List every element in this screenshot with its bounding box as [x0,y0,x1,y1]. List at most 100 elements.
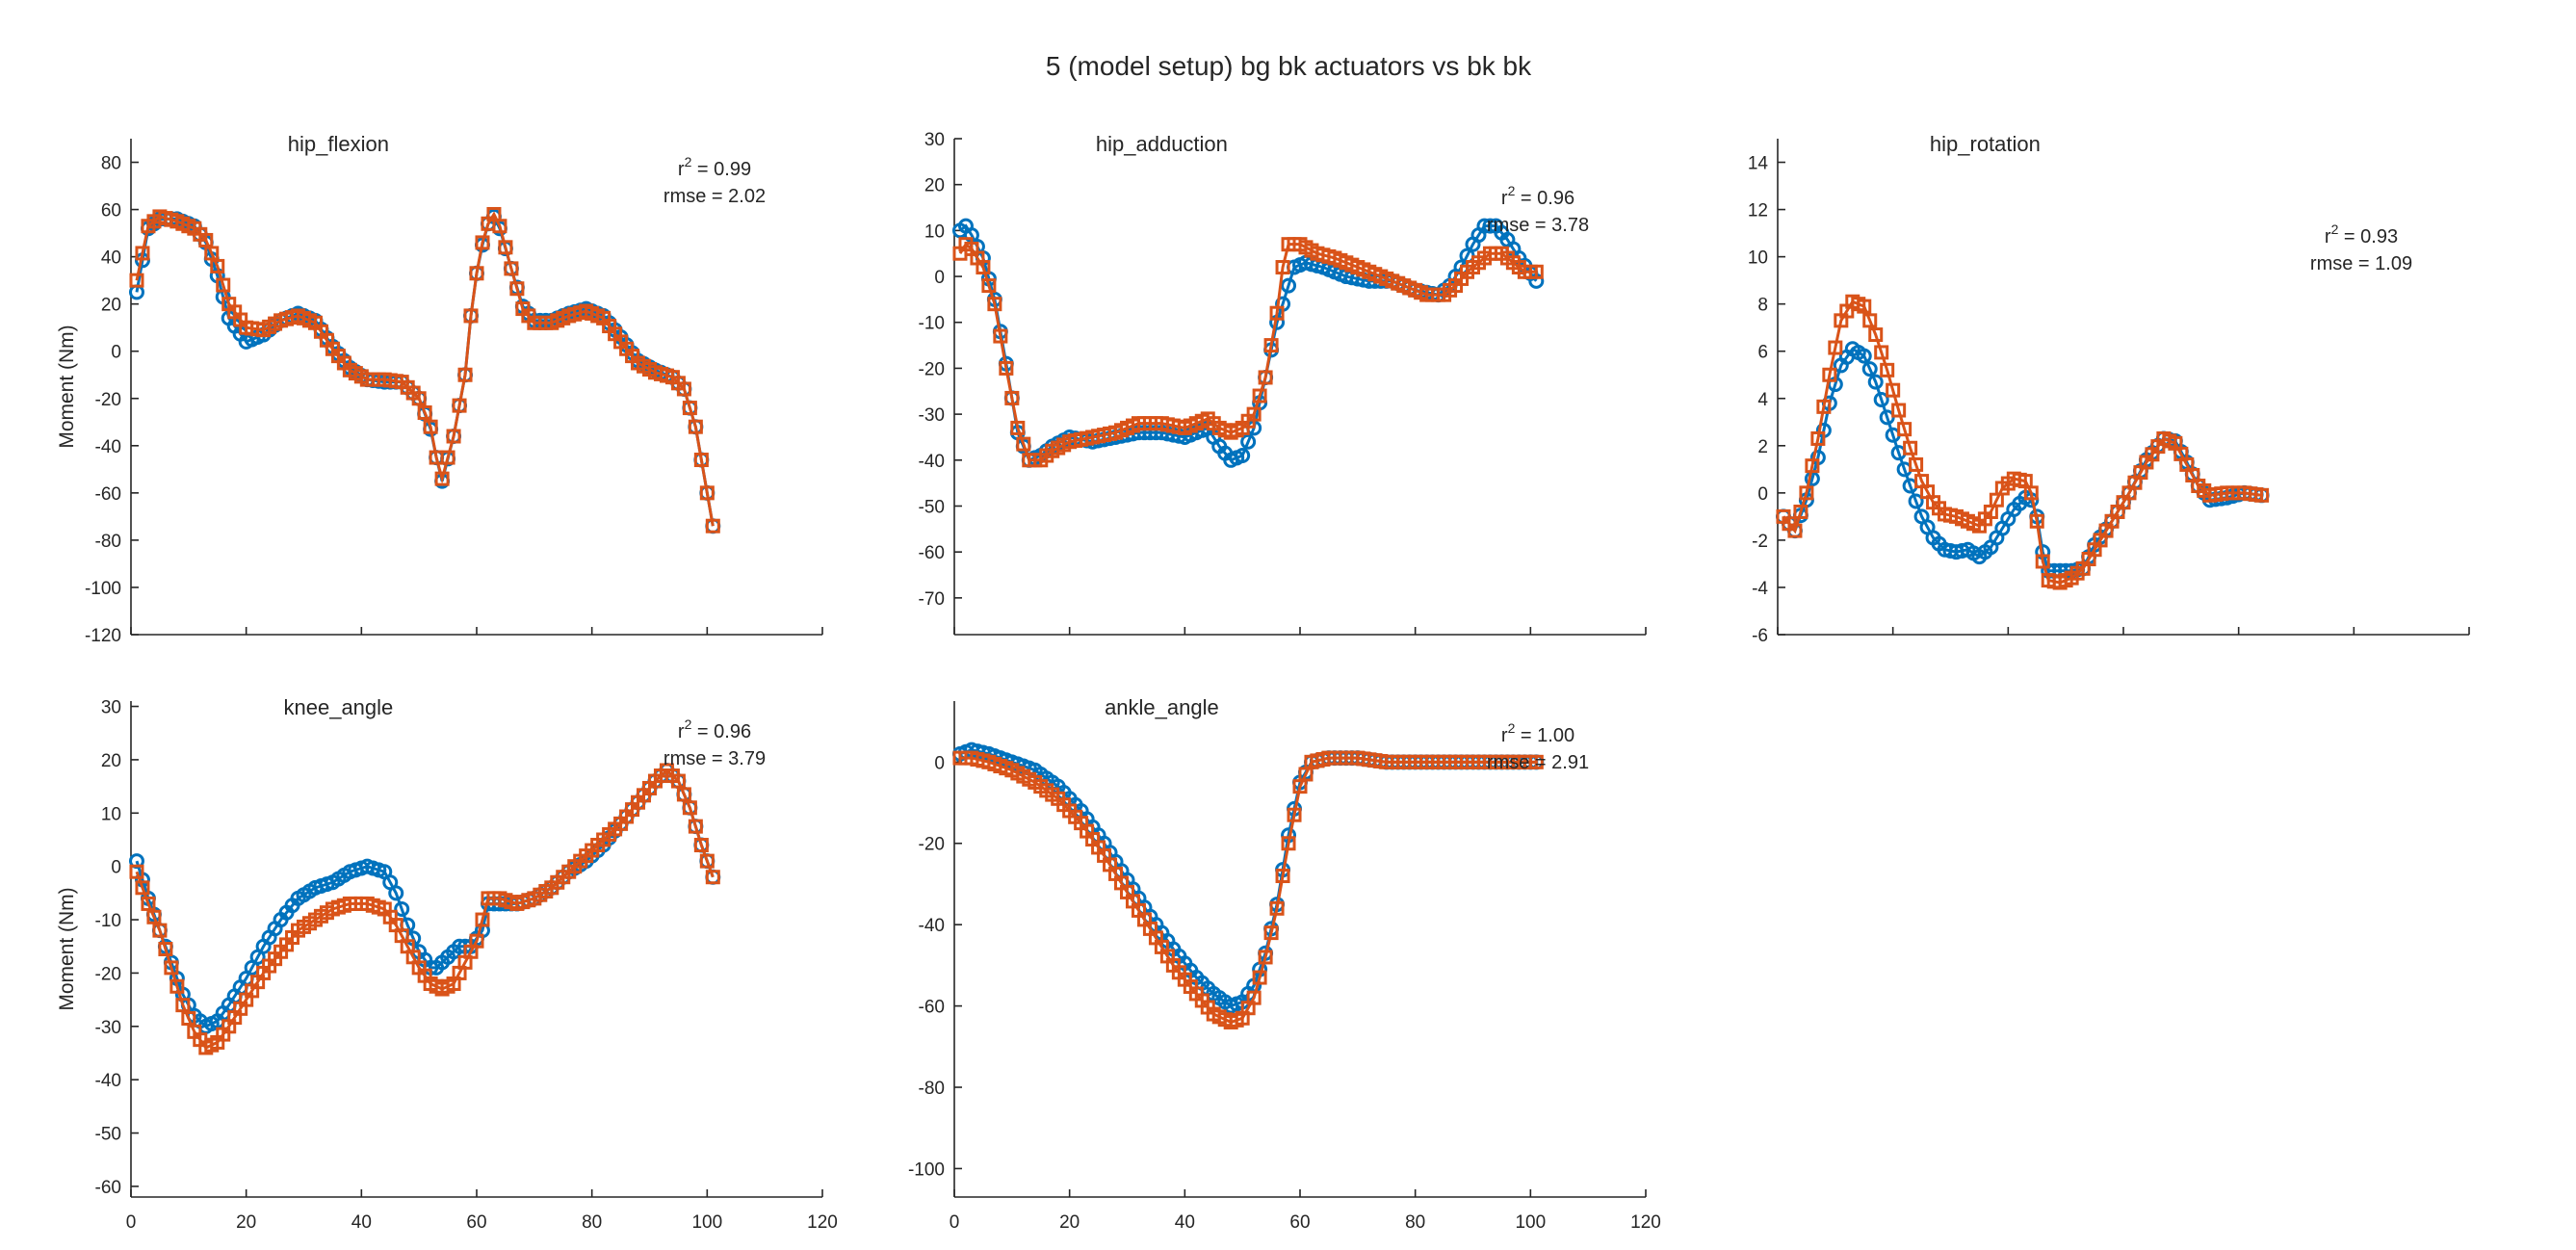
y-tick-label: -40 [95,1071,121,1091]
panel-title: knee_angle [284,695,394,719]
y-tick-label: 0 [934,268,945,288]
x-tick-label: 20 [236,1212,256,1233]
data-point [1281,277,1297,294]
data-point [509,281,525,297]
data-point [1016,436,1031,452]
data-point [475,912,490,927]
data-point [2035,554,2050,569]
rmse-annotation: rmse = 3.78 [1487,215,1589,236]
data-point [1909,456,1924,472]
y-tick-label: -30 [95,1018,121,1038]
data-point [181,1010,196,1026]
y-tick-label: 30 [101,698,121,718]
data-point [1908,493,1924,509]
data-point [1822,367,1837,382]
data-point [1252,388,1267,404]
data-point [152,923,168,938]
data-point [676,787,691,802]
y-axis-label: Moment (Nm) [56,325,78,448]
r2-annotation: r2 = 1.00 [1501,720,1574,746]
y-tick-label: 0 [111,858,121,878]
y-tick-label: -40 [919,916,945,936]
y-tick-label: -20 [919,835,945,855]
series-circle [1775,341,2270,579]
data-point [693,453,709,468]
y-tick-label: -60 [919,543,945,563]
series-line [135,768,715,1050]
x-tick-label: 0 [126,1212,137,1233]
panel-title: hip_flexion [288,132,389,156]
data-point [1004,390,1020,405]
data-point [699,485,715,501]
data-point [440,450,455,465]
data-point [688,419,703,434]
y-tick-label: -120 [85,626,121,646]
data-point [981,278,997,294]
data-point [129,864,144,879]
data-point [1528,264,1544,279]
data-point [999,360,1014,376]
data-point [705,518,720,534]
data-point [1891,403,1907,418]
data-point [1269,305,1285,321]
x-tick-label: 80 [582,1212,602,1233]
data-point [693,838,709,853]
data-point [976,260,991,275]
data-point [1805,458,1820,474]
data-point [1862,313,1878,328]
rmse-annotation: rmse = 2.02 [664,186,766,207]
data-point [682,401,697,416]
y-tick-label: -20 [95,964,121,984]
data-point [498,240,513,255]
x-tick-label: 60 [466,1212,486,1233]
y-tick-label: 60 [101,201,121,221]
x-tick-label: 100 [691,1212,722,1233]
y-tick-label: -6 [1752,626,1768,646]
data-point [1528,754,1544,769]
y-tick-label: 14 [1748,154,1769,174]
subplot-knee-angle: -60 -50 -40 -30 -20 -10 0 10 20 30 0 20 40 60 80 100 120… [56,695,838,1233]
subplot-hip-adduction: -70 -60 -50 -40 -30 -20 -10 0 10 20 30 hip_adductio… [919,130,1647,636]
series-square [129,763,720,1055]
data-point [1240,433,1257,450]
data-point [1010,420,1026,435]
data-point [987,297,1002,312]
y-tick-label: 0 [1757,484,1768,505]
y-tick-label: -40 [95,437,121,457]
data-point [1816,399,1832,414]
data-point [1793,504,1808,519]
r2-annotation: r2 = 0.99 [678,154,751,180]
r2-annotation: r2 = 0.96 [1501,183,1574,209]
subplot-grid: -120-100-80-60-40-20020406080hip_flexion… [56,130,2470,1233]
data-point [129,273,144,288]
y-tick-label: 20 [924,176,945,196]
y-tick-label: 2 [1757,437,1768,457]
x-tick-label: 100 [1515,1212,1546,1233]
data-point [1810,430,1826,446]
series-square [952,750,1544,1029]
x-tick-label: 80 [1405,1212,1425,1233]
data-point [417,404,432,420]
y-tick-label: 10 [101,804,121,824]
data-point [423,419,438,434]
subplot-hip-flexion: -120 -100 -80 -60 -40 -20 0 20 40 60 80 hip_flexion… [56,132,823,646]
y-tick-label: 8 [1757,296,1768,316]
data-point [1275,869,1290,884]
y-tick-label: 12 [1748,201,1768,221]
y-tick-label: 0 [934,753,945,773]
data-point [1281,836,1296,851]
data-point [452,398,467,413]
panel-title: ankle_angle [1105,695,1219,719]
data-point [1903,440,1918,456]
data-point [1252,970,1267,985]
y-tick-label: -10 [95,911,121,931]
y-tick-label: -20 [95,390,121,410]
data-point [1856,348,1872,364]
y-tick-label: -100 [908,1159,945,1180]
data-point [1263,338,1279,353]
panel-title: hip_adduction [1096,132,1228,156]
x-tick-label: 40 [351,1212,372,1233]
y-tick-label: -4 [1752,579,1768,599]
data-point [216,277,231,293]
